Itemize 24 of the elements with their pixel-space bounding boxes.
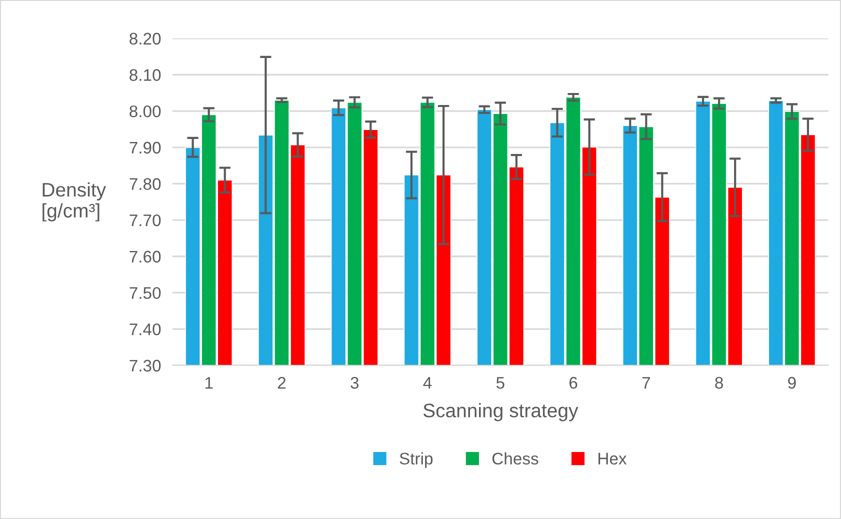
x-tick-label: 3 [350,376,359,389]
legend-label: Hex [598,452,627,465]
y-tick-label: 8.20 [130,32,161,45]
y-tick-label: 7.80 [130,178,161,190]
x-tick-label: 7 [642,377,650,389]
x-tick-label: 2 [278,376,286,389]
x-tick-label: 6 [569,376,578,389]
x-tick-label: 9 [788,376,796,389]
y-tick-label: 7.90 [130,142,161,154]
x-tick-label: 5 [496,377,504,389]
y-tick-label: 8.10 [130,69,161,81]
x-tick-label: 1 [205,377,213,389]
x-tick-label: 4 [423,377,432,389]
y-tick-label: 8.00 [130,105,161,118]
y-tick-label: 7.40 [130,323,161,336]
y-tick-label: 7.30 [130,360,161,372]
y-tick-label: 7.60 [130,250,161,263]
y-tick-label: 7.50 [130,287,161,299]
y-axis-title: Density [g/cm³] [42,182,106,222]
legend-label: Strip [400,452,433,468]
legend-label: Chess [492,452,538,465]
x-axis-title: Scanning strategy [423,403,578,422]
x-tick-label: 8 [715,376,723,389]
y-tick-label: 7.70 [130,214,161,226]
